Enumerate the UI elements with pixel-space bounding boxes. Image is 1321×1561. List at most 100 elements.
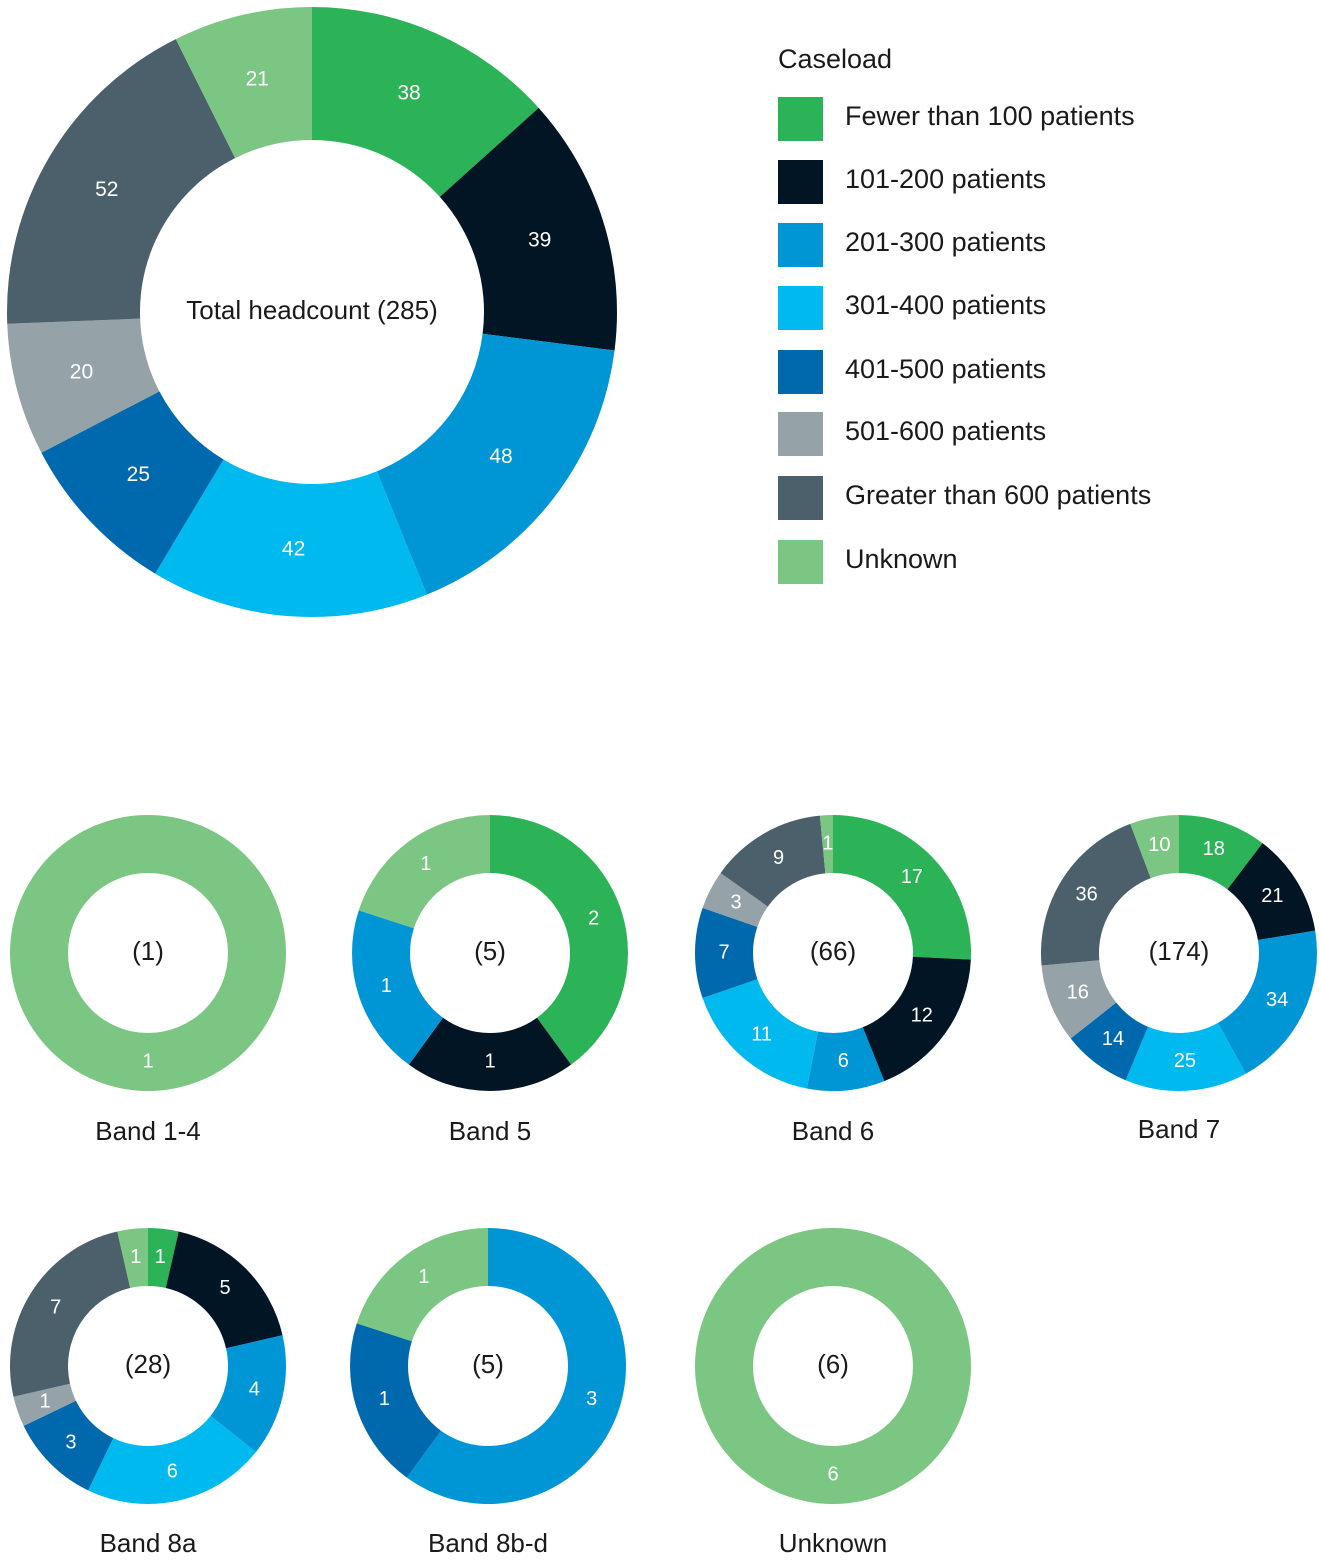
donut-segment	[175, 7, 312, 159]
chart-title: Band 6	[792, 1116, 874, 1146]
data-label: 12	[911, 1005, 933, 1027]
data-label: 36	[1076, 883, 1098, 905]
data-label: 1	[420, 853, 431, 875]
legend-label: 501-600 patients	[845, 416, 1046, 446]
donut-segment	[13, 1383, 76, 1426]
center-label: (174)	[1149, 936, 1210, 966]
donut-segment	[1040, 823, 1151, 966]
center-label: (5)	[474, 936, 506, 966]
donut-segment	[695, 1228, 971, 1504]
donut-segment	[408, 1017, 572, 1091]
legend-swatch	[778, 160, 823, 204]
center-label: (5)	[472, 1349, 504, 1379]
donut-segment	[376, 333, 615, 595]
data-label: 14	[1102, 1028, 1124, 1050]
data-label: 4	[249, 1379, 260, 1401]
data-label: 7	[50, 1296, 61, 1318]
donut-segment	[695, 907, 758, 999]
legend-swatch	[778, 223, 823, 267]
donut-segment	[41, 391, 224, 574]
data-label: 3	[65, 1431, 76, 1453]
donut-segment	[356, 1228, 488, 1342]
data-label: 16	[1067, 982, 1089, 1004]
data-label: 6	[827, 1463, 838, 1485]
chart-title: Band 1-4	[95, 1116, 201, 1146]
donut-segment	[1217, 930, 1317, 1074]
donut-segment	[1227, 843, 1316, 941]
donut-segment	[833, 815, 971, 960]
data-label: 6	[838, 1050, 849, 1072]
center-label: (66)	[810, 936, 856, 966]
donut-segment	[352, 910, 443, 1065]
data-label: 6	[167, 1461, 178, 1483]
data-label: 7	[718, 941, 729, 963]
legend-swatch	[778, 286, 823, 330]
data-label: 21	[246, 67, 269, 90]
data-label: 1	[155, 1246, 166, 1268]
donut-segment	[1070, 1002, 1149, 1081]
donut-segment	[312, 7, 539, 197]
legend-label: 401-500 patients	[845, 354, 1046, 384]
data-label: 9	[773, 847, 784, 869]
donut-segment	[720, 815, 826, 907]
donut-segment	[9, 1231, 131, 1397]
donut-segment	[117, 1228, 148, 1289]
data-label: 21	[1261, 885, 1283, 907]
data-label: 25	[127, 463, 150, 486]
data-label: 1	[381, 975, 392, 997]
donut-segment	[819, 815, 833, 874]
donut-segment	[7, 318, 160, 453]
data-label: 1	[40, 1390, 51, 1412]
legend-swatch	[778, 97, 823, 141]
donut-segment	[23, 1400, 114, 1491]
chart-title: Band 7	[1138, 1114, 1220, 1144]
donut-segment	[702, 979, 818, 1089]
data-label: 34	[1266, 989, 1288, 1011]
chart-title: Unknown	[779, 1528, 887, 1558]
data-label: 1	[379, 1388, 390, 1410]
donut-segment	[88, 1415, 256, 1504]
data-label: 11	[751, 1024, 772, 1046]
data-label: 3	[731, 891, 742, 913]
legend-label: Unknown	[845, 544, 958, 574]
legend-swatch	[778, 350, 823, 394]
data-label: 52	[95, 178, 118, 201]
center-label: (1)	[132, 936, 164, 966]
data-label: 1	[130, 1246, 141, 1268]
legend-label: 301-400 patients	[845, 290, 1046, 320]
data-label: 18	[1203, 838, 1225, 860]
donut-segment	[165, 1231, 283, 1349]
donut-segment	[490, 815, 628, 1065]
donut-segment	[806, 1027, 885, 1091]
legend-swatch	[778, 540, 823, 584]
donut-segment	[358, 815, 490, 929]
center-label: (28)	[125, 1349, 171, 1379]
donut-segment	[148, 1228, 179, 1289]
center-label: Total headcount (285)	[186, 295, 438, 325]
data-label: 17	[901, 866, 923, 888]
donut-segment	[1125, 1022, 1246, 1091]
data-label: 3	[586, 1388, 597, 1410]
legend-swatch	[778, 412, 823, 456]
donut-segment	[1130, 815, 1179, 879]
data-label: 38	[397, 82, 420, 105]
donut-segment	[862, 956, 971, 1082]
data-label: 48	[489, 445, 512, 468]
data-label: 42	[282, 537, 305, 560]
chart-title: Band 8b-d	[428, 1528, 548, 1558]
donut-segment	[439, 107, 617, 351]
donut-segment	[702, 872, 768, 927]
data-label: 5	[220, 1277, 231, 1299]
donut-segment	[350, 1323, 441, 1478]
data-label: 10	[1148, 834, 1170, 856]
donut-segment	[1041, 960, 1117, 1039]
legend-label: 101-200 patients	[845, 164, 1046, 194]
donut-segment	[1179, 815, 1263, 890]
legend-title: Caseload	[778, 44, 892, 74]
data-label: 39	[528, 228, 551, 251]
data-label: 2	[588, 908, 599, 930]
donut-segment	[10, 815, 286, 1091]
data-label: 20	[70, 361, 93, 384]
legend-label: Greater than 600 patients	[845, 480, 1151, 510]
